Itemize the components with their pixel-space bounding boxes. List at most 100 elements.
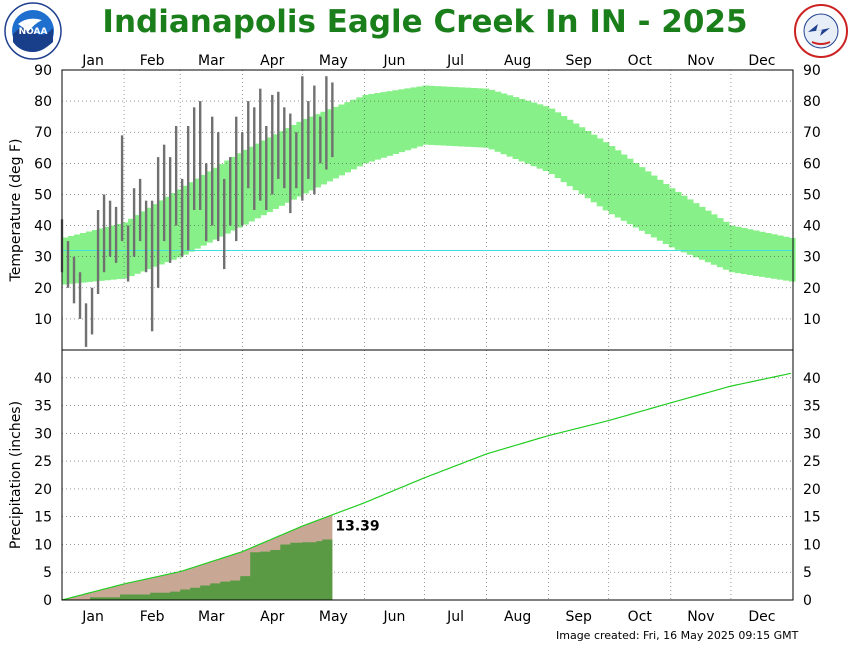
- observed-temperature-bar: [120, 135, 124, 242]
- normal-band-segment: [410, 87, 418, 149]
- normal-band-segment: [632, 162, 640, 228]
- normal-band-segment: [650, 175, 658, 238]
- normal-band-segment: [116, 223, 123, 280]
- normal-band-segment: [500, 93, 508, 155]
- normal-band-segment: [242, 149, 249, 225]
- observed-temperature-bar: [186, 126, 190, 251]
- month-label-top: Jan: [81, 53, 104, 69]
- normal-band-segment: [716, 218, 724, 268]
- normal-band-segment: [428, 85, 436, 145]
- observed-temperature-bar: [253, 107, 256, 210]
- precipitation-panel-frame: [61, 349, 794, 601]
- normal-band-segment: [176, 189, 183, 258]
- month-label-top: Feb: [140, 53, 165, 69]
- observed-temperature-bar: [259, 88, 262, 201]
- temperature-tick-label-right: 30: [803, 250, 821, 266]
- observed-temperature-bar: [277, 91, 280, 179]
- normal-band-segment: [758, 231, 766, 277]
- normal-band-segment: [776, 235, 784, 280]
- normal-band-segment: [560, 116, 568, 183]
- normal-band-segment: [62, 237, 69, 285]
- normal-band-segment: [674, 191, 682, 250]
- normal-band-segment: [548, 108, 556, 175]
- observed-temperature-bar: [168, 157, 172, 263]
- observed-temperature-bar: [180, 178, 184, 257]
- observed-temperature-bar: [90, 287, 94, 335]
- normal-band-segment: [452, 87, 460, 147]
- normal-band-segment: [572, 123, 580, 191]
- temperature-panel-frame: [61, 69, 794, 351]
- normal-band-segment: [476, 88, 484, 148]
- normal-band-segment: [530, 102, 538, 167]
- normal-band-segment: [704, 210, 712, 263]
- normal-band-segment: [752, 230, 760, 276]
- observed-temperature-bar: [60, 219, 64, 273]
- normal-band-segment: [608, 146, 616, 215]
- month-label-bottom: Jun: [383, 609, 406, 625]
- normal-band-segment: [698, 206, 706, 260]
- normal-band-segment: [680, 195, 688, 253]
- noaa-logo: NOAA: [4, 2, 62, 60]
- observed-temperature-bar: [235, 116, 238, 242]
- normal-precipitation-line: [61, 372, 792, 601]
- temperature-tick-label-left: 50: [34, 187, 52, 203]
- normal-band-segment: [740, 228, 748, 275]
- month-label-top: May: [319, 53, 348, 69]
- normal-band-segment: [152, 204, 159, 267]
- temperature-tick-label-left: 30: [34, 250, 52, 266]
- precipitation-tick-label-right: 40: [803, 371, 821, 387]
- month-label-bottom: Dec: [748, 609, 775, 625]
- normal-band-segment: [332, 106, 339, 179]
- normal-band-segment: [404, 88, 412, 151]
- observed-temperature-bar: [247, 101, 250, 189]
- month-label-bottom: Sep: [566, 609, 593, 625]
- precipitation-tick-label-right: 20: [803, 482, 821, 498]
- temperature-tick-label-left: 90: [34, 63, 52, 79]
- month-label-bottom: Mar: [198, 609, 225, 625]
- month-label-top: Oct: [628, 53, 653, 69]
- normal-band-segment: [668, 188, 676, 248]
- month-label-top: Jul: [446, 53, 464, 69]
- normal-band-segment: [68, 235, 75, 284]
- observed-temperature-bar: [319, 116, 322, 164]
- normal-band-segment: [158, 200, 165, 265]
- month-label-top: Dec: [748, 53, 775, 69]
- month-label-top: Jun: [383, 53, 406, 69]
- month-label-bottom: Apr: [260, 609, 284, 625]
- observed-temperature-bar: [174, 126, 178, 226]
- normal-band-segment: [344, 102, 351, 173]
- normal-band-segment: [464, 87, 472, 147]
- normal-band-segment: [584, 130, 592, 199]
- precipitation-tick-label-right: 10: [803, 537, 821, 553]
- precipitation-tick-label-right: 35: [803, 399, 821, 415]
- observed-temperature-bar: [138, 178, 142, 242]
- observed-temperature-bar: [271, 94, 274, 195]
- normal-band-segment: [446, 86, 454, 146]
- temperature-tick-label-right: 60: [803, 156, 821, 172]
- normal-band-segment: [182, 185, 189, 255]
- normal-band-segment: [98, 228, 105, 281]
- normal-band-segment: [566, 119, 574, 187]
- normal-band-segment: [110, 225, 117, 280]
- normal-band-segment: [596, 138, 604, 207]
- normal-band-segment: [272, 134, 279, 209]
- month-label-bottom: Jul: [446, 609, 464, 625]
- normal-band-segment: [386, 91, 394, 156]
- normal-band-segment: [554, 112, 562, 179]
- temperature-tick-label-right: 70: [803, 125, 821, 141]
- temperature-tick-label-right: 10: [803, 312, 821, 328]
- observed-temperature-bar: [132, 188, 136, 257]
- temperature-axis-label: Temperature (deg F): [8, 139, 24, 283]
- observed-temperature-bar: [241, 132, 244, 226]
- month-label-top: Mar: [198, 53, 225, 69]
- observed-temperature-bar: [156, 157, 160, 288]
- month-label-bottom: Aug: [504, 609, 531, 625]
- temperature-tick-label-left: 80: [34, 94, 52, 110]
- normal-band-segment: [770, 234, 778, 279]
- precipitation-tick-label-left: 25: [34, 454, 52, 470]
- normal-band-segment: [92, 229, 99, 282]
- normal-band-segment: [782, 236, 790, 281]
- precipitation-tick-label-left: 20: [34, 482, 52, 498]
- observed-temperature-bar: [229, 157, 232, 226]
- observed-temperature-bar: [126, 225, 130, 282]
